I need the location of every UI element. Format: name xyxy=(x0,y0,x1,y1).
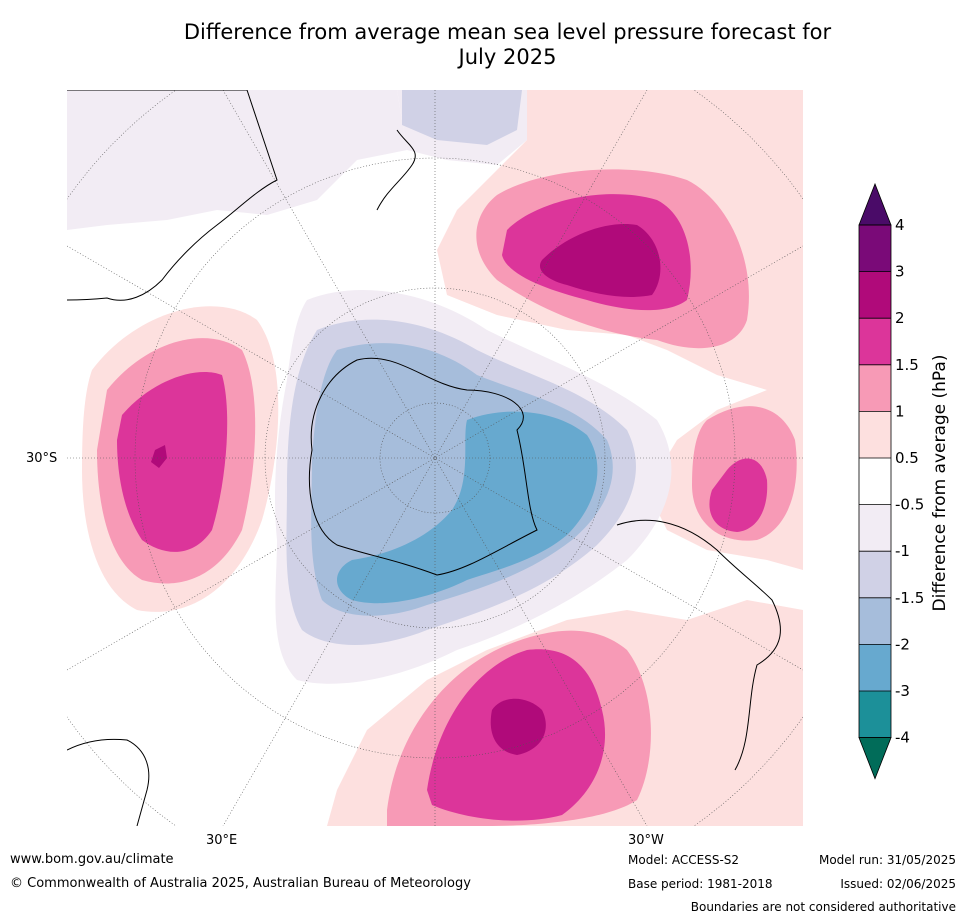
neg-region-north-core xyxy=(402,90,522,145)
africa-coast xyxy=(67,738,150,826)
lon-label-30e: 30°E xyxy=(206,833,238,848)
neg-ant-2 xyxy=(337,411,598,604)
pos-e-15 xyxy=(709,458,768,532)
colorbar-tick-label: -1 xyxy=(895,542,910,560)
australia-coast xyxy=(67,90,278,301)
colorbar-band xyxy=(859,318,891,365)
colorbar-tick-label: 0.5 xyxy=(895,449,919,467)
colorbar-tick-label: 2 xyxy=(895,309,905,327)
neg-region-nw xyxy=(67,90,407,230)
colorbar-tick-label: 1 xyxy=(895,402,905,420)
colorbar-band xyxy=(859,225,891,272)
colorbar-band xyxy=(859,364,891,412)
footer-model-run: Model run: 31/05/2025 xyxy=(818,853,956,867)
new-zealand-coast xyxy=(376,129,416,211)
footer-copyright: © Commonwealth of Australia 2025, Austra… xyxy=(10,876,471,891)
pos-w-15 xyxy=(117,371,228,552)
colorbar-band xyxy=(859,271,891,319)
colorbar-tick-label: -4 xyxy=(895,729,910,747)
pressure-anomaly-map xyxy=(67,90,803,826)
colorbar-svg: 4 3 2 1.5 1 0.5 -0.5 -1 -1.5 -2 -3 -4 xyxy=(858,182,924,780)
colorbar-band xyxy=(859,551,891,598)
footer-model: Model: ACCESS-S2 xyxy=(628,853,740,867)
footer-base-period: Base period: 1981-2018 xyxy=(628,877,773,891)
colorbar-band xyxy=(859,458,891,505)
map-title: Difference from average mean sea level p… xyxy=(150,20,865,70)
title-line-1: Difference from average mean sea level p… xyxy=(183,20,832,44)
colorbar-tick-label: -1.5 xyxy=(895,589,924,607)
colorbar-band xyxy=(859,411,891,458)
footer-issued: Issued: 02/06/2025 xyxy=(840,877,956,891)
colorbar-extension-bottom xyxy=(858,737,892,780)
footer-disclaimer: Boundaries are not considered authoritat… xyxy=(690,900,956,914)
colorbar-tick-label: -0.5 xyxy=(895,496,924,514)
colorbar-band xyxy=(859,597,891,645)
colorbar-tick-label: 4 xyxy=(895,216,905,234)
antarctica-coast xyxy=(308,357,538,576)
colorbar-tick-label: -3 xyxy=(895,682,910,700)
colorbar-tick-label: 3 xyxy=(895,263,905,281)
footer-website: www.bom.gov.au/climate xyxy=(10,852,174,867)
pos-s-2 xyxy=(490,698,546,755)
colorbar-tick-label: -2 xyxy=(895,635,910,653)
lon-label-30w: 30°W xyxy=(628,833,664,848)
lat-label-30s: 30°S xyxy=(26,451,58,466)
colorbar-band xyxy=(859,504,891,552)
colorbar: 4 3 2 1.5 1 0.5 -0.5 -1 -1.5 -2 -3 -4 xyxy=(850,180,965,790)
pos-ne-2 xyxy=(539,224,661,297)
colorbar-extension-top xyxy=(858,182,892,226)
colorbar-band xyxy=(859,644,891,691)
south-america-coast xyxy=(616,519,781,771)
title-line-2: July 2025 xyxy=(458,45,557,69)
colorbar-band xyxy=(859,691,891,738)
pos-w-2 xyxy=(151,445,167,468)
colorbar-tick-label: 1.5 xyxy=(895,356,919,374)
